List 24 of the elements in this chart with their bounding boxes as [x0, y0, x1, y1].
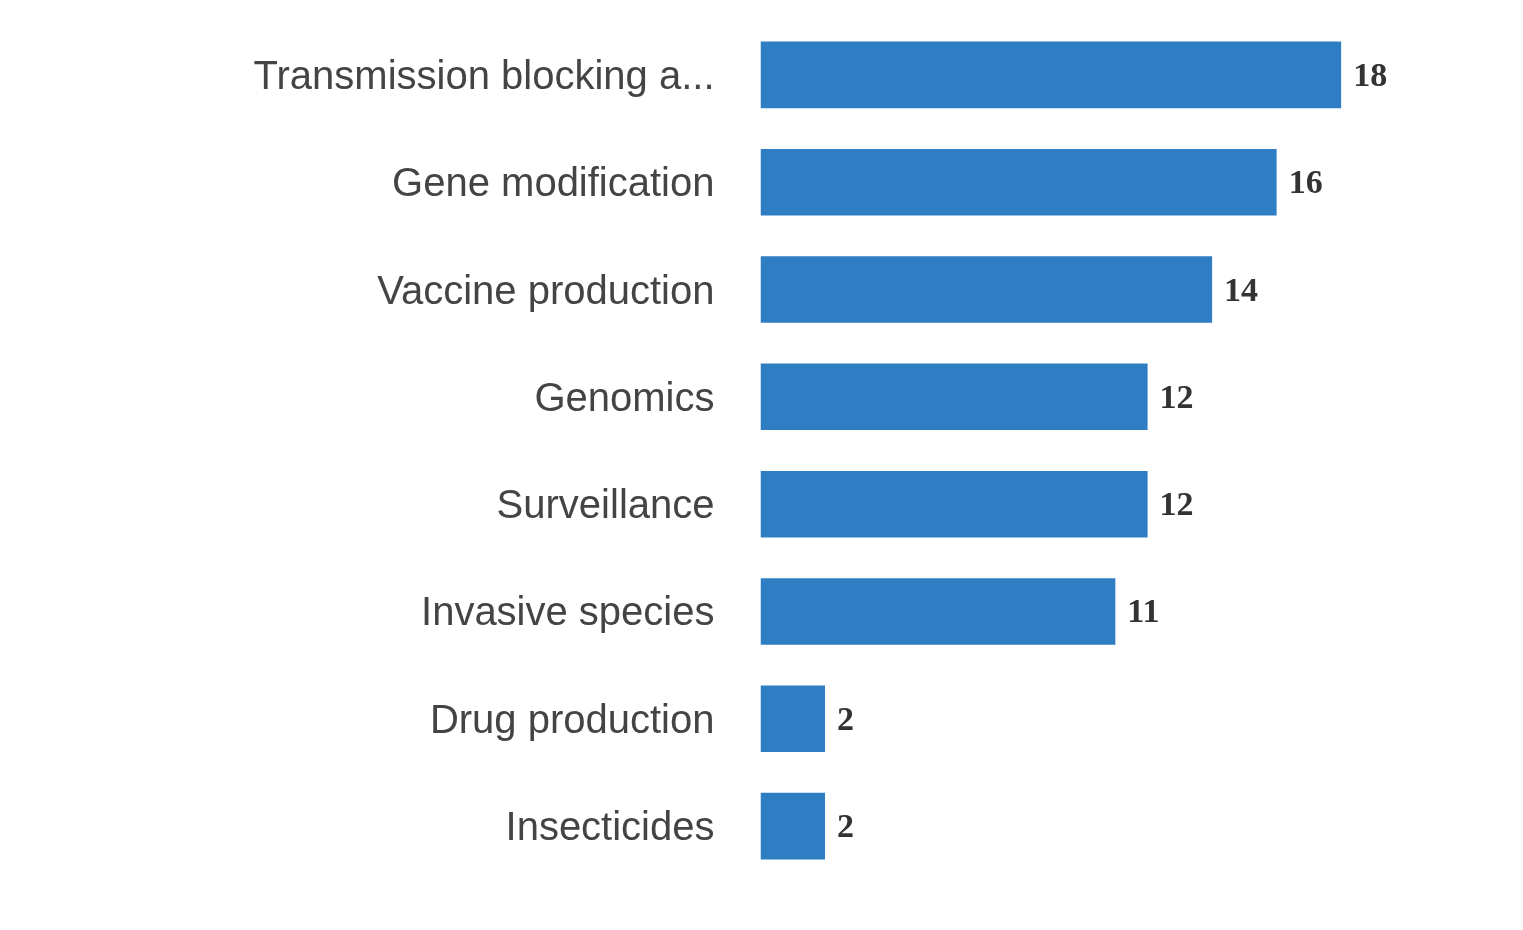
bar	[760, 148, 1277, 216]
y-tick-label: Vaccine production	[377, 267, 715, 312]
y-tick-label: Insecticides	[505, 804, 715, 849]
bar	[760, 256, 1213, 323]
bar	[760, 578, 1116, 645]
data-label: 11	[1127, 592, 1160, 630]
y-tick-label: Gene modification	[392, 160, 715, 205]
data-label: 2	[837, 699, 855, 737]
bar	[760, 470, 1148, 538]
data-label: 18	[1353, 55, 1388, 93]
data-label: 16	[1288, 163, 1323, 201]
bar	[760, 685, 826, 753]
y-tick-label: Surveillance	[496, 482, 715, 527]
data-label: 14	[1224, 270, 1259, 308]
y-tick-label: Transmission blocking a...	[253, 52, 715, 97]
bar	[760, 792, 826, 860]
y-tick-label: Drug production	[429, 696, 715, 741]
bar	[760, 41, 1342, 109]
y-tick-label: Genomics	[534, 374, 715, 419]
data-label: 12	[1159, 377, 1194, 415]
data-label: 2	[837, 807, 855, 845]
data-label: 12	[1159, 485, 1194, 523]
bar	[760, 363, 1148, 431]
y-tick-label: Invasive species	[421, 589, 715, 634]
